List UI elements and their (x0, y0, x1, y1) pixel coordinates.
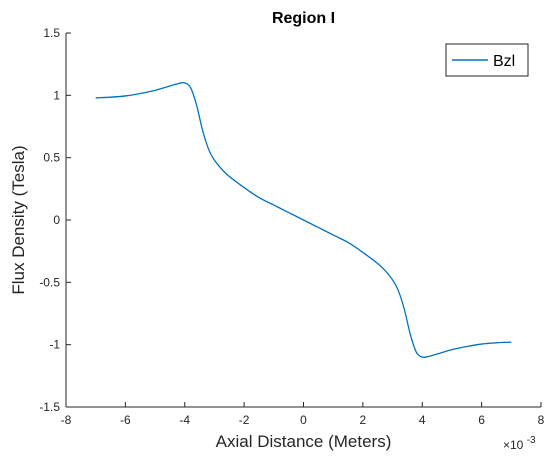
y-tick-label: 1.5 (43, 26, 60, 40)
x-tick-label: -4 (179, 413, 190, 427)
x-tick-label: 8 (538, 413, 545, 427)
x-axis-label: Axial Distance (Meters) (216, 432, 392, 451)
chart-title: Region I (272, 10, 335, 27)
series-layer (95, 81, 512, 359)
y-tick-label: 0 (53, 213, 60, 227)
x-tick-label: 4 (419, 413, 426, 427)
y-tick-label: 1 (53, 88, 60, 102)
ticks-layer: -8 -6 -4 -2 0 2 4 6 8 -1.5 -1 -0.5 0 0.5 1 1.5 (39, 26, 544, 427)
x-axis-exponent-power: -3 (527, 435, 536, 446)
x-axis-exponent: ×10 -3 (503, 435, 536, 452)
y-tick-label: -1 (49, 338, 60, 352)
legend-label-bzl: Bzl (493, 53, 515, 70)
series-line-bzl (95, 81, 512, 359)
x-axis-exponent-base: ×10 (503, 438, 524, 452)
y-tick-label: 0.5 (43, 151, 60, 165)
x-tick-label: -2 (239, 413, 250, 427)
x-tick-label: 0 (300, 413, 307, 427)
y-tick-label: -1.5 (39, 400, 60, 414)
y-axis-label: Flux Density (Tesla) (9, 145, 28, 294)
y-tick-label: -0.5 (39, 275, 60, 289)
legend: Bzl (445, 43, 529, 77)
x-tick-label: 6 (478, 413, 485, 427)
x-tick-label: -6 (120, 413, 131, 427)
x-tick-label: -8 (61, 413, 72, 427)
x-tick-label: 2 (360, 413, 367, 427)
